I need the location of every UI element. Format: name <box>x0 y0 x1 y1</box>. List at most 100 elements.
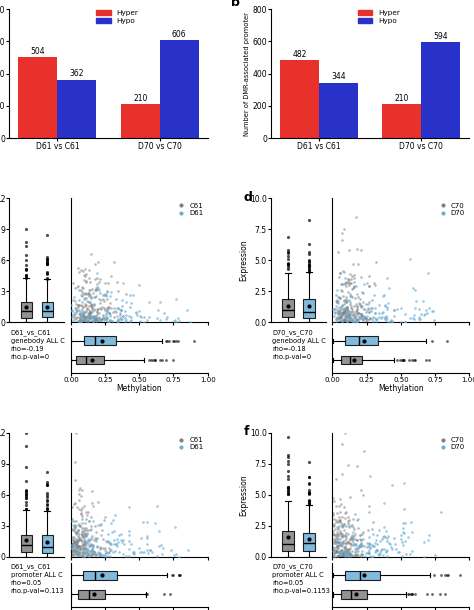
Point <box>336 501 343 511</box>
Point <box>350 310 357 320</box>
Point <box>366 543 374 553</box>
Point <box>346 309 353 319</box>
Point <box>342 292 349 302</box>
Point <box>127 316 134 326</box>
Point <box>107 287 114 297</box>
Point <box>399 537 406 547</box>
Point <box>116 304 123 314</box>
Point <box>381 290 388 300</box>
Point <box>353 316 361 326</box>
Point <box>88 534 95 544</box>
Point <box>72 536 79 545</box>
Point <box>82 544 90 554</box>
Point <box>394 547 402 557</box>
Point <box>81 537 89 547</box>
Point <box>360 304 368 314</box>
Point <box>144 545 151 555</box>
Point <box>80 539 88 549</box>
Point <box>72 284 79 293</box>
Point <box>102 310 110 320</box>
Point <box>72 522 79 531</box>
Point <box>87 546 95 556</box>
Bar <box>280 60 319 138</box>
Point <box>343 311 350 321</box>
Point <box>106 315 113 325</box>
Point <box>380 522 387 531</box>
Point <box>90 292 98 302</box>
Point <box>363 278 371 288</box>
Point <box>116 531 123 540</box>
Point <box>337 550 345 559</box>
Point <box>333 541 340 551</box>
Point <box>87 512 94 522</box>
Point <box>90 547 97 556</box>
Point <box>349 537 357 547</box>
Point <box>356 299 364 309</box>
Point <box>384 298 392 308</box>
Point <box>378 545 385 554</box>
Point <box>384 317 392 326</box>
Point <box>344 536 352 546</box>
Point <box>331 536 339 546</box>
Point <box>77 314 85 324</box>
Point <box>342 529 349 539</box>
Point <box>135 543 142 553</box>
Point <box>90 541 97 551</box>
Point <box>338 521 346 531</box>
Point <box>74 548 82 558</box>
Point <box>363 542 371 552</box>
Point <box>350 310 357 320</box>
Point <box>345 314 352 323</box>
Point <box>111 510 118 520</box>
Point <box>81 317 88 327</box>
Point <box>373 530 381 540</box>
Point <box>75 305 83 315</box>
Point <box>153 314 161 323</box>
Point <box>105 547 112 557</box>
Point <box>333 546 340 556</box>
Point <box>368 552 376 562</box>
Point <box>354 515 361 525</box>
Point <box>104 278 111 288</box>
Point <box>356 542 363 551</box>
Point <box>331 539 338 548</box>
Point <box>153 551 161 561</box>
Point <box>86 551 93 561</box>
Point <box>344 529 352 539</box>
PathPatch shape <box>42 302 53 317</box>
Point <box>338 538 346 548</box>
Point <box>95 285 103 295</box>
Point <box>91 259 99 269</box>
Point <box>137 533 145 543</box>
Point <box>110 536 118 545</box>
Point <box>336 548 344 558</box>
Point <box>417 314 424 323</box>
Point <box>126 536 133 545</box>
Point <box>97 315 105 325</box>
Point <box>346 316 354 326</box>
Point <box>356 313 364 323</box>
Text: d: d <box>244 191 253 204</box>
Point <box>346 534 354 544</box>
Point <box>77 544 84 554</box>
Point <box>69 541 76 551</box>
Point <box>388 315 395 325</box>
Point <box>344 312 351 321</box>
Point <box>378 534 385 544</box>
PathPatch shape <box>282 531 294 551</box>
Point <box>350 277 357 287</box>
Point <box>78 317 85 326</box>
Point <box>82 312 89 322</box>
Point <box>360 312 368 322</box>
Point <box>77 315 84 325</box>
Point <box>86 315 94 325</box>
Point <box>342 521 350 531</box>
Point <box>332 547 340 557</box>
Point <box>99 525 106 535</box>
Point <box>335 512 343 522</box>
Point <box>335 306 343 315</box>
Point <box>104 304 111 314</box>
Point <box>85 313 93 323</box>
Point <box>78 526 85 536</box>
Point <box>347 292 355 301</box>
